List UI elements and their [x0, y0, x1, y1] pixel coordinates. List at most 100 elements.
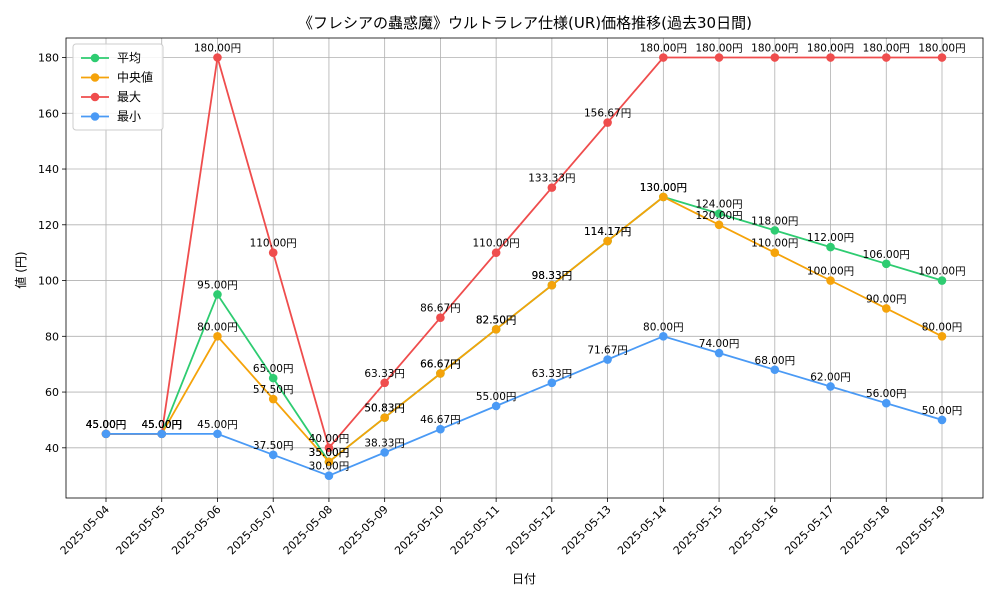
data-point — [937, 276, 947, 285]
legend-item: 平均 — [81, 51, 141, 65]
data-label: 30.00円 — [309, 461, 350, 473]
data-point — [547, 378, 557, 388]
data-label: 133.33円 — [528, 173, 575, 185]
data-label: 180.00円 — [640, 43, 687, 55]
y-tick-label: 100 — [38, 275, 59, 288]
legend-box — [72, 43, 164, 131]
plot-frame — [65, 37, 984, 499]
data-point — [826, 382, 835, 391]
x-tick-label: 2025-05-06 — [169, 503, 223, 557]
data-label: 98.33円 — [532, 270, 573, 282]
data-label: 180.00円 — [807, 43, 854, 55]
y-tick-label: 180 — [38, 52, 59, 65]
x-tick-label: 2025-05-08 — [281, 503, 335, 557]
data-label: 80.00円 — [922, 321, 963, 333]
data-point — [603, 118, 612, 127]
data-label: 98.33円 — [532, 270, 573, 282]
data-label: 180.00円 — [751, 43, 798, 55]
data-label: 62.00円 — [810, 371, 851, 383]
x-tick-label: 2025-05-12 — [504, 503, 558, 557]
data-label: 120.00円 — [695, 210, 742, 222]
series-line — [106, 335, 943, 477]
data-labels: 45.00円 45.00円 95.00円 65.00円 35.00円 50.83円 66.6… — [86, 43, 966, 473]
x-tick-label: 2025-05-09 — [336, 503, 390, 557]
data-label: 180.00円 — [863, 43, 910, 55]
data-label: 71.67円 — [587, 345, 628, 357]
y-tick-label: 40 — [45, 442, 59, 455]
data-label: 45.00円 — [86, 419, 127, 431]
data-label: 90.00円 — [866, 293, 907, 305]
data-label: 106.00円 — [863, 249, 910, 261]
data-label: 45.00円 — [197, 419, 238, 431]
data-label: 114.17円 — [584, 226, 631, 238]
series-2 — [101, 53, 947, 453]
series-line — [106, 56, 942, 450]
data-label: 110.00円 — [751, 238, 798, 250]
data-point — [324, 471, 334, 480]
x-tick-label: 2025-05-18 — [838, 503, 892, 557]
data-point — [937, 53, 947, 62]
data-point — [213, 332, 222, 341]
legend-item: 中央値 — [81, 70, 153, 85]
data-point — [881, 304, 891, 313]
data-label: 110.00円 — [473, 238, 520, 250]
legend-label: 平均 — [117, 51, 141, 65]
data-label: 37.50円 — [253, 440, 294, 452]
data-label: 180.00円 — [695, 43, 742, 55]
data-label: 74.00円 — [699, 338, 740, 350]
chart-title: 《フレシアの蟲惑魔》ウルトラレア仕様(UR)価格推移(過去30日間) — [298, 14, 752, 32]
data-point — [714, 53, 724, 62]
data-label: 95.00円 — [197, 279, 238, 291]
data-label: 45.00円 — [86, 419, 127, 431]
series-lines — [101, 53, 947, 480]
data-point — [770, 226, 780, 235]
data-label: 118.00円 — [751, 215, 798, 227]
data-label: 112.00円 — [807, 232, 854, 244]
data-point — [770, 365, 780, 375]
data-point — [659, 53, 668, 62]
x-tick-label: 2025-05-14 — [615, 503, 669, 557]
y-axis-label: 値 (円) — [13, 251, 28, 288]
data-point — [324, 443, 334, 453]
data-label: 86.67円 — [420, 303, 461, 315]
y-tick-label: 160 — [38, 107, 59, 120]
data-label: 124.00円 — [695, 199, 742, 211]
x-tick-label: 2025-05-17 — [782, 503, 836, 557]
data-point — [826, 276, 835, 285]
data-point — [213, 53, 222, 62]
data-label: 100.00円 — [918, 266, 965, 278]
data-point — [659, 192, 668, 202]
data-point — [380, 413, 389, 422]
data-point — [881, 53, 891, 62]
data-label: 35.00円 — [309, 447, 350, 459]
legend-label: 中央値 — [117, 70, 153, 85]
data-point — [881, 398, 891, 408]
data-label: 66.67円 — [420, 358, 461, 370]
data-label: 57.50円 — [253, 384, 294, 396]
axes: 2025-05-04 2025-05-05 2025-05-06 2025-05-07… — [38, 37, 984, 557]
y-tick-label: 80 — [45, 330, 59, 343]
x-tick-label: 2025-05-07 — [225, 503, 279, 557]
data-label: 63.33円 — [364, 368, 405, 380]
data-point — [547, 280, 557, 290]
data-point — [714, 220, 724, 230]
data-label: 50.00円 — [922, 405, 963, 417]
data-label: 46.67円 — [420, 414, 461, 426]
data-label: 130.00円 — [640, 182, 687, 194]
data-label: 68.00円 — [755, 355, 796, 367]
x-axis-label: 日付 — [512, 572, 536, 586]
series-3 — [101, 332, 947, 480]
x-tick-label: 2025-05-15 — [671, 503, 725, 557]
data-point — [826, 53, 835, 62]
x-tick-label: 2025-05-10 — [392, 503, 446, 557]
x-tick-label: 2025-05-16 — [727, 503, 781, 557]
data-point — [491, 248, 501, 257]
data-point — [380, 448, 389, 457]
data-label: 56.00円 — [866, 388, 907, 400]
x-tick-label: 2025-05-19 — [894, 503, 948, 557]
legend-marker — [90, 92, 100, 102]
y-tick-label: 60 — [45, 386, 59, 399]
data-point — [826, 242, 835, 252]
data-point — [714, 209, 724, 218]
